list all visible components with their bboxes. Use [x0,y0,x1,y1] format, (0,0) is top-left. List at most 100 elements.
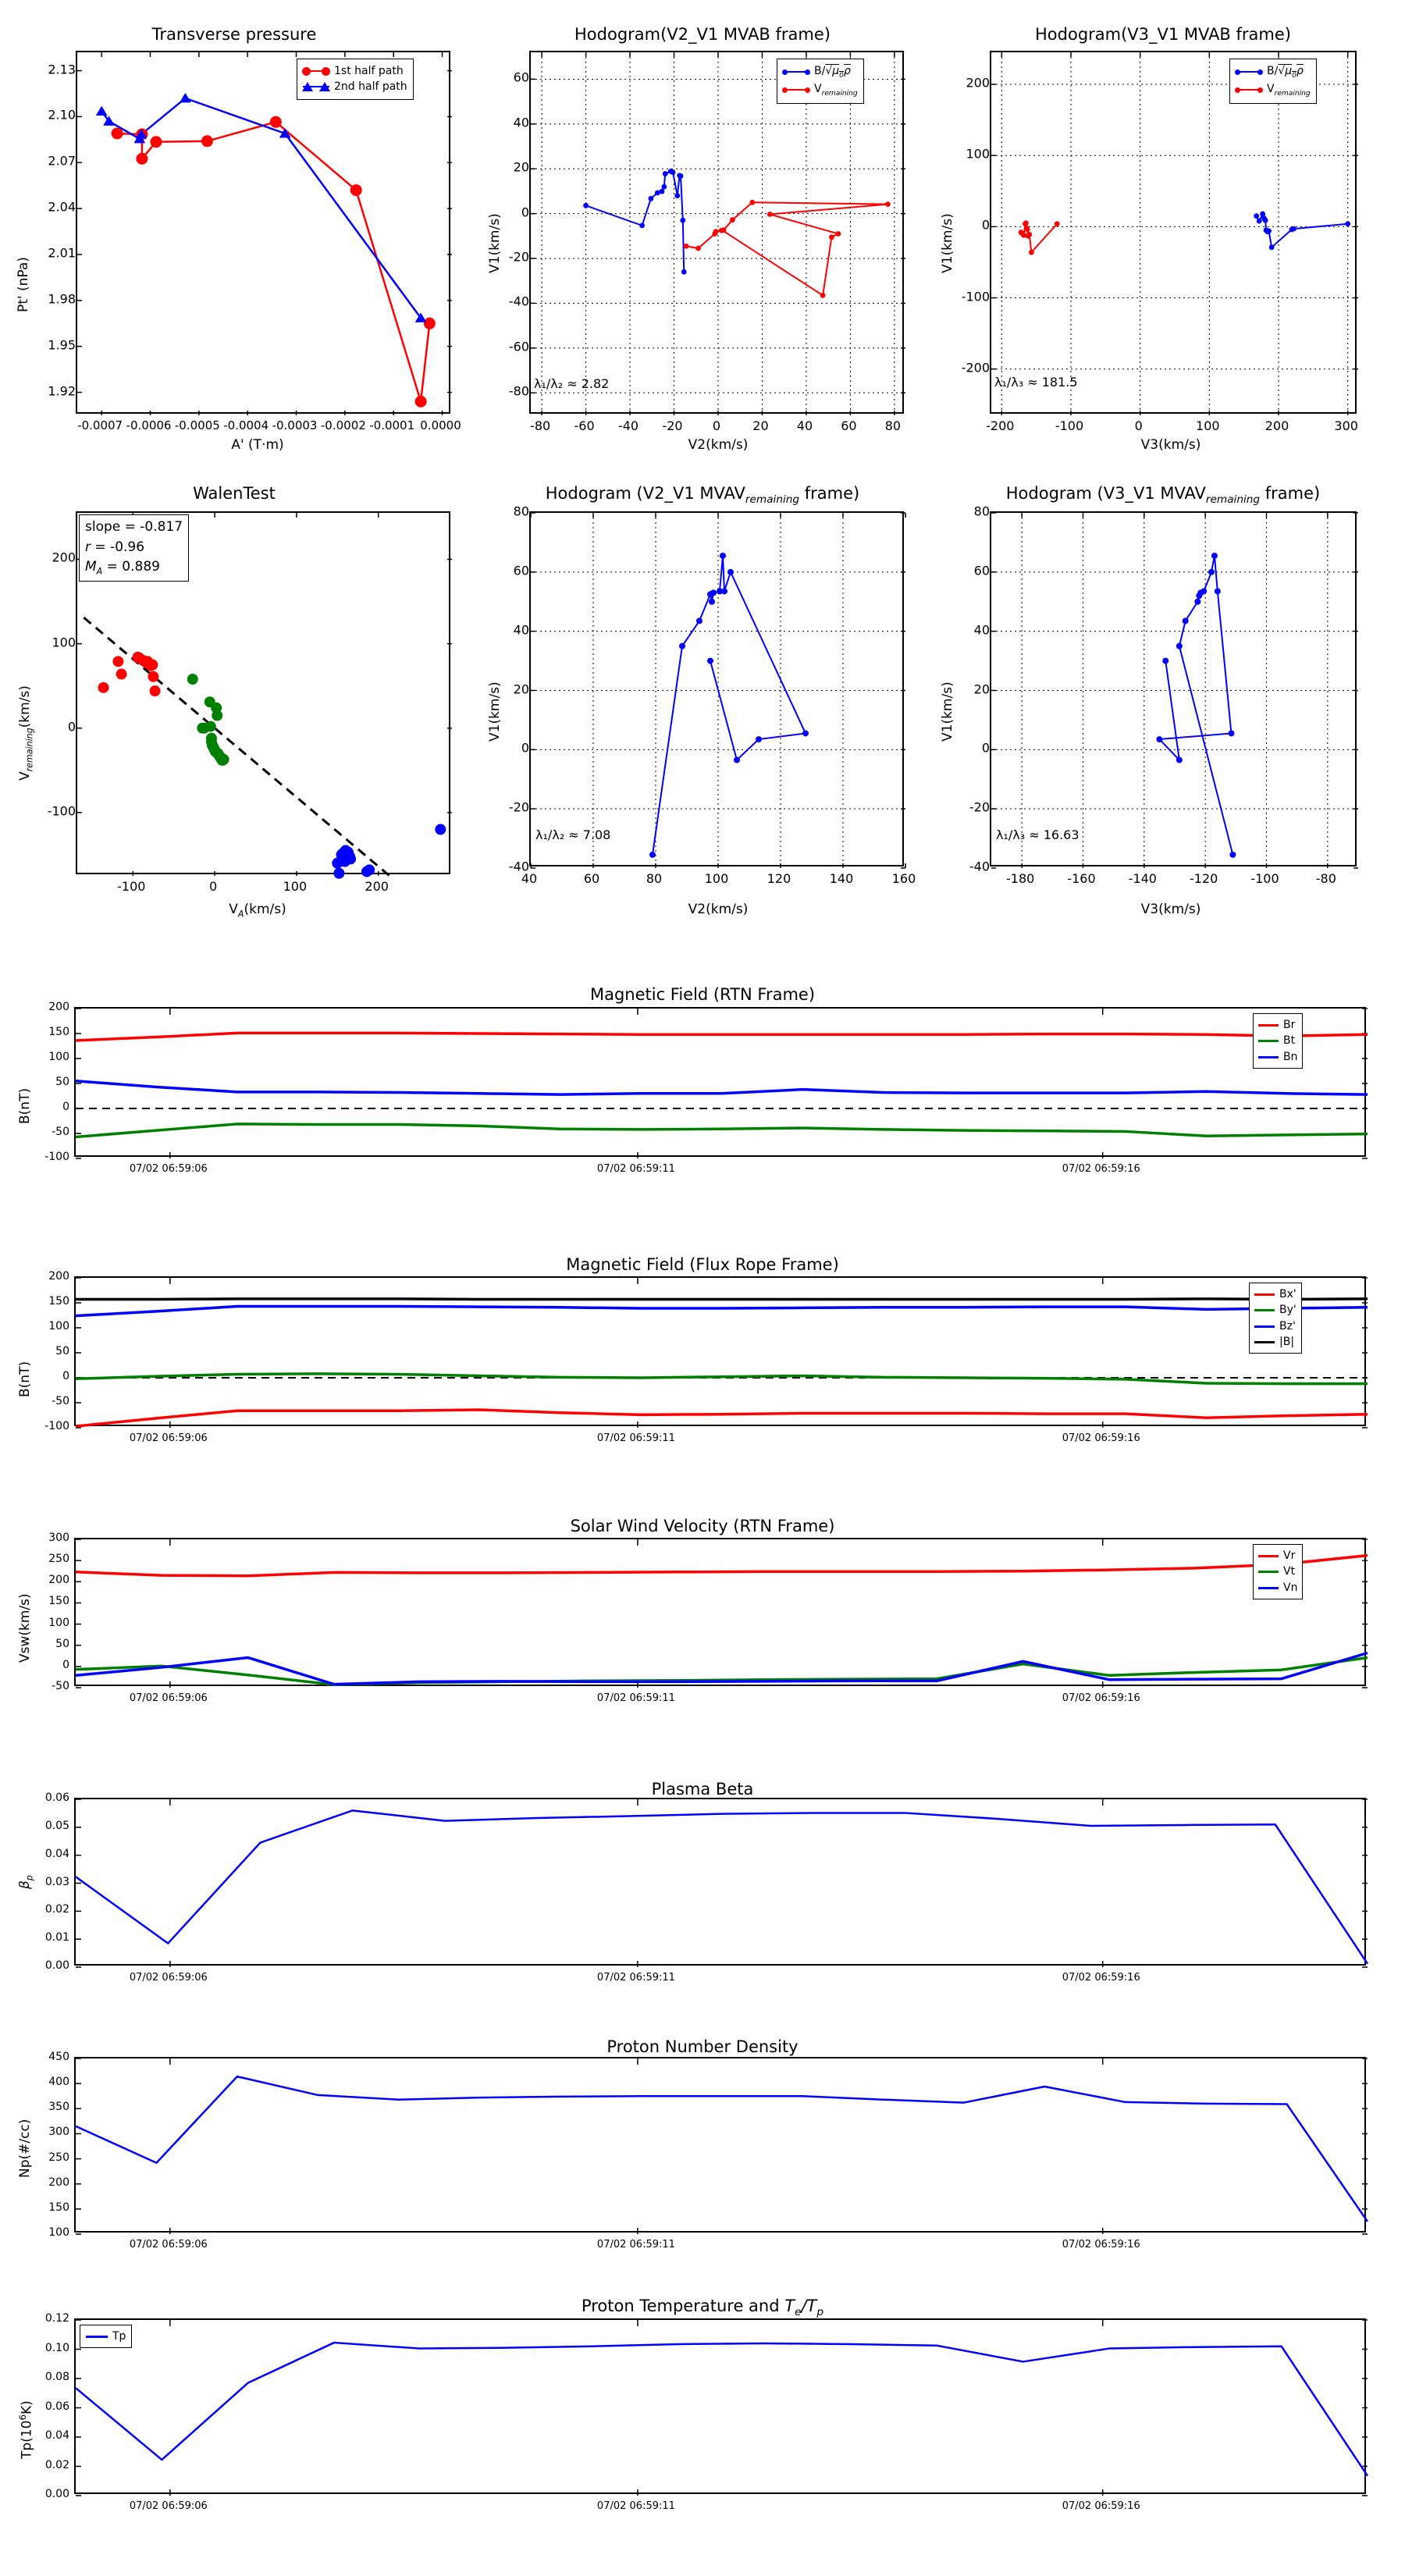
legend-label: Bx' [1279,1288,1297,1300]
x-axis-label: V3(km/s) [1140,902,1201,917]
x-tick-label: -40 [617,418,639,433]
legend-item: 2nd half path [302,79,407,94]
y-tick-label: 0 [981,740,990,756]
legend-item: Vr [1258,1548,1297,1564]
legend-label: Vr [1283,1550,1296,1562]
plot-area [74,1798,1369,1968]
y-tick-label: -20 [508,249,529,265]
plot-area [74,2318,1369,2496]
panel-title: Proton Temperature and Te/Tp [581,2297,824,2319]
panel-proton-number-density: Proton Number Density Np(#/cc) 450 400 350… [0,1983,1405,2250]
y-tick-label: 200 [52,550,76,565]
y-tick-label: 60 [973,563,990,578]
y-tick-label: 2.10 [48,107,76,123]
y-tick-label: 100 [52,635,76,650]
legend: Bx' By' Bz' |B| [1249,1283,1302,1354]
x-tick-label: 07/02 06:59:06 [129,1432,208,1444]
eigenvalue-ratio-annotation: λ₁/λ₃ ≈ 181.5 [994,375,1078,390]
panel-title: Plasma Beta [651,1780,754,1799]
legend-item: Bt [1258,1033,1297,1048]
legend-swatch-line [1258,1567,1279,1576]
plot-area [74,1538,1368,1688]
x-tick-label: 0.0000 [420,418,461,432]
y-tick-label: -20 [508,799,529,815]
y-tick-label: 40 [513,115,529,130]
legend-swatch-line [1235,85,1263,94]
y-tick-label: 50 [55,1076,69,1088]
panel-title: Solar Wind Velocity (RTN Frame) [570,1517,835,1535]
y-tick-label: 2.07 [48,153,76,169]
panel-plasma-beta: Plasma Beta βp 0.06 0.05 0.04 0.03 0.02 0.01 0… [0,1741,1405,1984]
panel-title: Transverse pressure [151,25,317,44]
y-tick-label: 80 [973,503,990,519]
panel-solar-wind-velocity-rtn: Solar Wind Velocity (RTN Frame) Vsw(km/s… [0,1483,1405,1717]
x-tick-label: -200 [986,418,1015,433]
x-tick-label: -80 [530,418,551,433]
legend-label: Vremaining [1267,82,1311,98]
y-tick-label: -50 [52,1395,69,1407]
y-tick-label: 20 [973,681,990,696]
y-tick-label: 50 [55,1345,69,1357]
y-tick-label: 2.01 [48,245,76,261]
plot-area [76,51,452,415]
y-tick-label: 50 [55,1637,69,1650]
legend-label: B/√μ0ρ [814,65,851,80]
y-tick-label: 0.12 [44,2312,69,2325]
plot-area [74,1276,1368,1429]
y-tick-label: 0.01 [44,1931,69,1944]
x-tick-label: 07/02 06:59:16 [1062,2239,1140,2250]
y-tick-label: 100 [48,1616,69,1629]
y-tick-label: 200 [48,1270,69,1283]
y-tick-label: 100 [48,1051,69,1063]
y-tick-label: -80 [508,383,529,399]
walen-stats-box: slope = -0.817 r = -0.96 MA = 0.889 [79,514,190,582]
x-tick-label: 07/02 06:59:16 [1062,1972,1140,1984]
legend-label: Tp [112,2330,126,2343]
y-tick-label: 450 [48,2051,69,2063]
x-tick-label: 160 [891,871,916,886]
y-tick-label: 80 [513,503,529,519]
y-tick-label: 300 [48,2126,69,2139]
x-tick-label: -60 [574,418,595,433]
y-tick-label: 0 [521,205,529,220]
x-tick-label: -120 [1190,871,1218,886]
legend-item: |B| [1254,1334,1297,1350]
x-tick-label: 80 [646,871,663,886]
y-tick-label: 200 [966,75,990,91]
y-tick-label: 2.13 [48,62,76,77]
x-tick-label: -0.0003 [272,418,318,432]
y-tick-label: 0.04 [44,1847,69,1860]
y-tick-label: 150 [48,1595,69,1608]
x-tick-label: 140 [829,871,854,886]
panel-title: WalenTest [193,484,276,503]
x-tick-label: 07/02 06:59:11 [596,1972,675,1984]
y-tick-label: 40 [973,622,990,638]
y-tick-label: 200 [48,1574,69,1587]
panel-hodogram-v3v1-mvab: Hodogram(V3_V1 MVAB frame) V1(km/s) V3(k… [921,16,1405,453]
legend-swatch-line [1254,1322,1275,1331]
legend-swatch-line [1254,1290,1275,1299]
y-tick-label: 400 [48,2076,69,2089]
legend-swatch-line [1254,1337,1275,1347]
y-tick-label: 20 [513,159,529,175]
y-tick-label: -100 [961,289,990,304]
y-tick-label: 150 [48,1295,69,1308]
legend-label: Bz' [1279,1319,1296,1332]
x-tick-label: 20 [752,418,769,433]
panel-magnetic-field-rtn: Magnetic Field (RTN Frame) B(nT) 200 150 1… [0,968,1405,1202]
panel-title: Hodogram (V3_V1 MVAVremaining frame) [1005,484,1321,507]
panel-title: Magnetic Field (Flux Rope Frame) [566,1255,839,1274]
panel-title: Hodogram (V2_V1 MVAVremaining frame) [545,484,860,507]
plot-area [74,1007,1368,1159]
plot-area [529,511,906,869]
y-tick-label: 200 [48,1001,69,1013]
x-axis-label: A' (T·m) [231,437,284,453]
legend-item: Vt [1258,1564,1297,1579]
x-tick-label: -80 [1315,871,1336,886]
plot-area [990,511,1358,869]
y-tick-label: -60 [508,339,529,354]
legend-item: Vremaining [1235,81,1311,99]
legend-label: 2nd half path [334,80,407,94]
alfven-mach-value: MA = 0.889 [85,559,160,577]
